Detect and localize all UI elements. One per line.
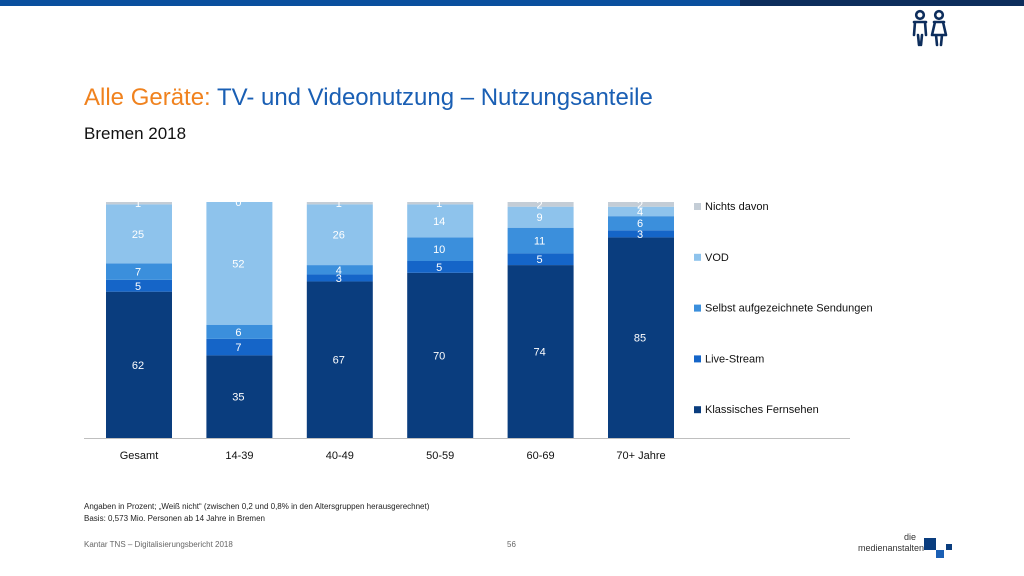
- bar-segment: [106, 263, 172, 280]
- title-prefix: Alle Geräte:: [84, 84, 211, 111]
- bar-segment: [306, 274, 373, 282]
- bar-segment: [407, 261, 474, 273]
- legend-entry: Live-Stream: [705, 353, 764, 365]
- bar-segment: [407, 237, 474, 261]
- bar-segment: [507, 227, 574, 254]
- data-label: 3: [637, 229, 643, 241]
- data-label: 85: [634, 333, 646, 345]
- data-label: 4: [336, 265, 342, 277]
- bar-segment: [306, 281, 373, 438]
- bar-segment: [206, 202, 273, 325]
- data-label: 11: [534, 236, 545, 248]
- legend-swatch: [694, 304, 701, 312]
- top-bar-segment-blue: [0, 0, 740, 6]
- page-subtitle: Bremen 2018: [84, 124, 187, 143]
- data-label: 0: [235, 197, 241, 209]
- x-tick-label: 40-49: [326, 450, 354, 462]
- x-tick-label: 60-69: [527, 450, 555, 462]
- legend-entry: Klassisches Fernsehen: [705, 404, 819, 416]
- data-label: 6: [235, 327, 241, 339]
- note-line-2: Basis: 0,573 Mio. Personen ab 14 Jahre i…: [84, 514, 265, 523]
- legend-entry: Selbst aufgezeichnete Sendungen: [705, 303, 873, 315]
- data-label: 26: [333, 230, 345, 242]
- bar-segment: [206, 355, 273, 438]
- bar-segment: [306, 265, 373, 275]
- data-label: 70: [433, 350, 445, 362]
- legend-entry: Nichts davon: [705, 201, 769, 213]
- bar-segment: [106, 279, 172, 292]
- data-label: 5: [436, 262, 442, 274]
- bar-segment: [608, 202, 674, 207]
- data-label: 7: [135, 267, 141, 279]
- data-label: 35: [232, 392, 244, 404]
- bar-segment: [407, 202, 474, 205]
- data-label: 62: [132, 360, 144, 372]
- top-accent-bar: [0, 0, 1024, 6]
- bar-segment: [106, 204, 172, 264]
- medienanstalten-logo: die medienanstalten: [846, 532, 958, 566]
- bar-segment: [608, 237, 674, 438]
- note-line-1: Angaben in Prozent; „Weiß nicht“ (zwisch…: [84, 502, 430, 511]
- x-tick-label: 14-39: [225, 450, 253, 462]
- data-label: 67: [333, 355, 345, 367]
- bar-segment: [407, 272, 474, 438]
- x-tick-label: Gesamt: [120, 450, 159, 462]
- data-label: 1: [135, 198, 141, 210]
- bar-segment: [507, 206, 574, 228]
- page-title: Alle Geräte: TV- und Videonutzung – Nutz…: [84, 84, 653, 112]
- legend-swatch: [694, 355, 701, 363]
- x-tick-label: 70+ Jahre: [616, 450, 665, 462]
- people-icon: [912, 9, 948, 47]
- data-label: 1: [336, 198, 342, 210]
- bar-segment: [306, 204, 373, 266]
- bar-segment: [507, 265, 574, 438]
- bar-segment: [106, 202, 172, 205]
- data-label: 9: [537, 212, 543, 224]
- legend-swatch: [694, 253, 701, 261]
- data-label: 14: [433, 216, 445, 228]
- logo-text-line-1: die: [903, 532, 916, 542]
- data-label: 25: [132, 229, 144, 241]
- logo-squares-icon: [924, 538, 952, 558]
- bar-segment: [306, 202, 373, 205]
- bar-segment: [206, 338, 273, 356]
- bar-segment: [407, 204, 474, 238]
- bar-segment: [206, 324, 273, 339]
- footer-page-number: 56: [507, 540, 516, 549]
- data-label: 3: [336, 273, 342, 285]
- x-tick-label: 50-59: [426, 450, 454, 462]
- bar-segment: [608, 230, 674, 238]
- legend-entry: VOD: [705, 252, 729, 264]
- legend-swatch: [694, 406, 701, 414]
- logo-text-line-2: medienanstalten: [857, 543, 924, 553]
- data-label: 7: [235, 342, 241, 354]
- footer-source: Kantar TNS – Digitalisierungsbericht 201…: [84, 540, 233, 549]
- bar-segment: [507, 253, 574, 266]
- legend-swatch: [694, 203, 701, 210]
- bar-segment: [507, 202, 574, 207]
- data-label: 10: [433, 244, 445, 256]
- title-main: TV- und Videonutzung – Nutzungsanteile: [216, 84, 653, 111]
- top-bar-segment-dark: [740, 0, 1024, 6]
- data-label: 4: [637, 206, 643, 218]
- data-label: 5: [537, 254, 543, 266]
- data-label: 2: [537, 199, 543, 211]
- data-label: 74: [533, 347, 545, 359]
- bar-segment: [608, 206, 674, 217]
- data-label: 2: [637, 199, 643, 211]
- data-label: 6: [637, 218, 643, 230]
- bar-segment: [106, 291, 172, 438]
- data-label: 1: [436, 198, 442, 210]
- data-label: 5: [135, 281, 141, 293]
- data-label: 52: [232, 258, 244, 270]
- bar-segment: [608, 216, 674, 231]
